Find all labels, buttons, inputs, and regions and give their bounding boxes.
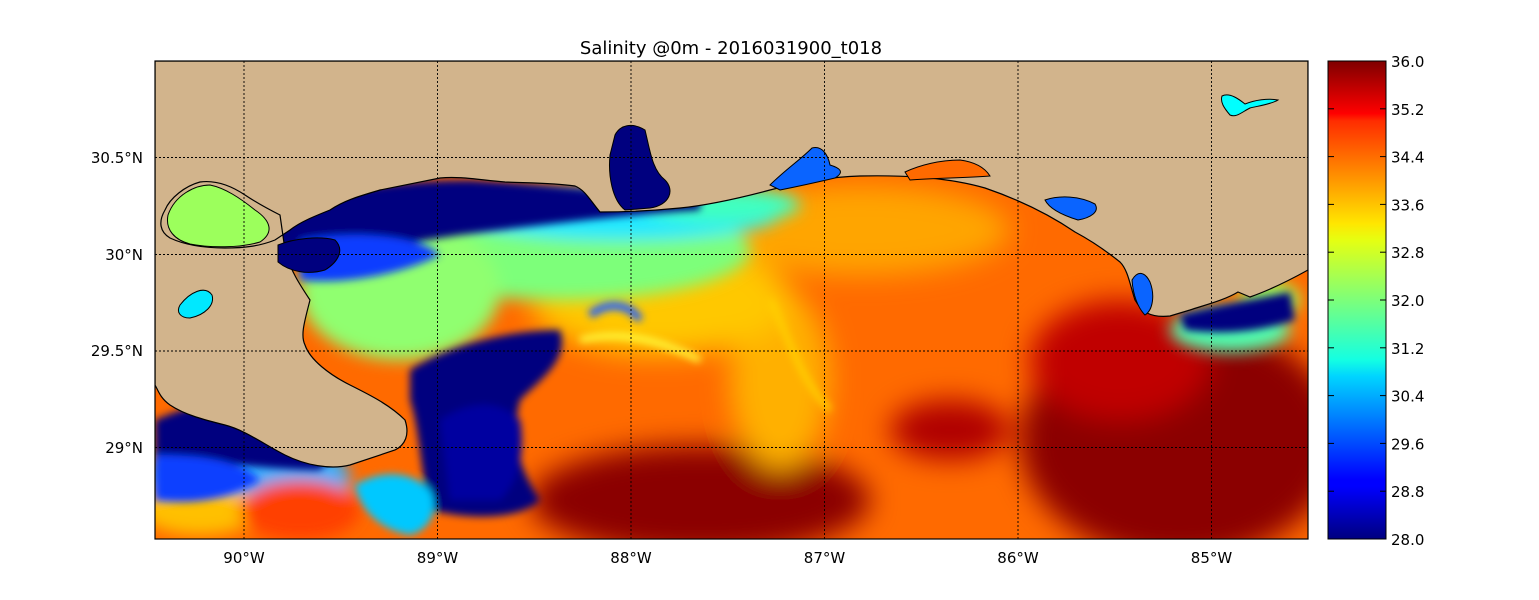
colorbar-tick-label: 28.8 [1391, 483, 1424, 501]
pensacola-bay [769, 146, 841, 191]
colorbar-ticks: 28.0 28.8 29.6 30.4 31.2 32.0 32.8 33.6 34.4 35.2… [1328, 53, 1424, 549]
y-tick-label: 29.5°N [91, 342, 143, 360]
x-tick-label: 85°W [1191, 549, 1233, 567]
x-tick-label: 86°W [997, 549, 1039, 567]
y-tick-label: 30°N [105, 246, 143, 264]
colorbar-tick-label: 34.4 [1391, 149, 1424, 167]
y-tick-label: 29°N [105, 439, 143, 457]
x-axis-labels: 90°W 89°W 88°W 87°W 86°W 85°W [223, 549, 1232, 567]
x-tick-label: 87°W [804, 549, 846, 567]
lake-borgne [277, 237, 341, 273]
colorbar-tick-label: 32.0 [1391, 292, 1424, 310]
choctawhatchee-bay [904, 159, 991, 181]
map-axes [155, 61, 1308, 539]
mobile-bay [609, 124, 671, 211]
x-tick-label: 90°W [223, 549, 265, 567]
y-axis-labels: 29°N 29.5°N 30°N 30.5°N [91, 149, 143, 457]
colorbar-tick-label: 32.8 [1391, 244, 1424, 262]
x-tick-label: 88°W [610, 549, 652, 567]
colorbar-gradient [1327, 60, 1387, 540]
x-tick-label: 89°W [417, 549, 459, 567]
lake-maurepas [177, 289, 214, 319]
colorbar-tick-label: 28.0 [1391, 531, 1424, 549]
colorbar-tick-label: 33.6 [1391, 196, 1424, 214]
colorbar-tick-label: 30.4 [1391, 388, 1424, 406]
map-frame [154, 60, 1309, 540]
chart-title: Salinity @0m - 2016031900_t018 [580, 38, 882, 59]
apalachicola-bay [1131, 273, 1154, 316]
colorbar-tick-label: 31.2 [1391, 340, 1424, 358]
st-andrews-bay [1044, 196, 1097, 221]
colorbar-tick-label: 35.2 [1391, 101, 1424, 119]
inland-lake [1221, 94, 1280, 117]
y-tick-label: 30.5°N [91, 149, 143, 167]
colorbar-tick-label: 36.0 [1391, 53, 1424, 71]
colorbar-tick-label: 29.6 [1391, 435, 1424, 453]
colorbar: 28.0 28.8 29.6 30.4 31.2 32.0 32.8 33.6 34.4 35.2… [1327, 53, 1424, 549]
land-mass [155, 61, 1308, 468]
lake-pontchartrain [166, 184, 270, 248]
graticule [155, 61, 1308, 539]
